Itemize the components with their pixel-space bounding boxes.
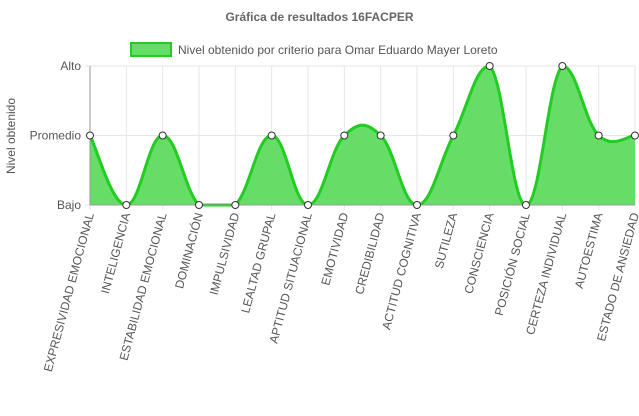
y-tick-label: Alto <box>60 59 81 73</box>
x-tick-label: CONSCIENCIA <box>461 211 496 295</box>
data-point[interactable] <box>86 131 94 140</box>
data-point[interactable] <box>413 201 421 209</box>
data-point[interactable] <box>231 201 240 209</box>
x-tick-label: IMPULSIVIDAD <box>207 211 243 297</box>
data-point[interactable] <box>558 62 567 70</box>
series-line <box>88 64 636 207</box>
data-point[interactable] <box>304 201 312 209</box>
x-tick-label: EXPRESIVIDAD EMOCIONAL <box>41 211 97 373</box>
x-tick-label: DOMINACIÓN <box>171 211 206 290</box>
data-point[interactable] <box>195 201 203 209</box>
x-tick-labels: EXPRESIVIDAD EMOCIONAL INTELIGENCIAESTABI… <box>41 211 639 374</box>
y-axis-title: Nivel obtenido <box>4 98 18 174</box>
y-tick-labels: Bajo Promedio Alto <box>30 59 82 212</box>
legend-label: Nivel obtenido por criterio para Omar Ed… <box>178 43 498 57</box>
series-area-fill <box>90 66 635 205</box>
data-point[interactable] <box>522 201 530 209</box>
x-tick-label: CREDIBILIDAD <box>352 211 387 296</box>
x-tick-label: LEALTAD GRUPAL <box>238 211 278 315</box>
chart-title: Gráfica de resultados 16FACPER <box>225 10 413 24</box>
legend-swatch <box>130 42 172 57</box>
x-tick-label: INTELIGENCIA <box>98 211 133 295</box>
series-points <box>86 62 639 209</box>
data-point[interactable] <box>158 131 167 140</box>
data-point[interactable] <box>449 131 458 140</box>
y-tick-label: Bajo <box>57 198 81 212</box>
data-point[interactable] <box>594 131 603 140</box>
x-tick-label: AUTOESTIMA <box>572 211 606 290</box>
y-tick-label: Promedio <box>30 129 82 143</box>
data-point[interactable] <box>340 131 349 140</box>
legend[interactable]: Nivel obtenido por criterio para Omar Ed… <box>130 42 498 57</box>
series-area <box>88 64 636 207</box>
data-point[interactable] <box>376 131 385 140</box>
data-point[interactable] <box>485 62 494 70</box>
x-tick-label: POSICIÓN SOCIAL <box>491 211 533 318</box>
x-tick-label: ACTITUD COGNITIVA <box>379 211 424 331</box>
x-tick-label: CERTEZA INDIVIDUAL <box>523 211 569 336</box>
x-tick-label: SUTILEZA <box>432 211 460 270</box>
data-point[interactable] <box>122 201 131 209</box>
data-point[interactable] <box>631 131 639 140</box>
x-tick-label: EMOTIVIDAD <box>318 211 351 287</box>
data-point[interactable] <box>267 131 276 140</box>
